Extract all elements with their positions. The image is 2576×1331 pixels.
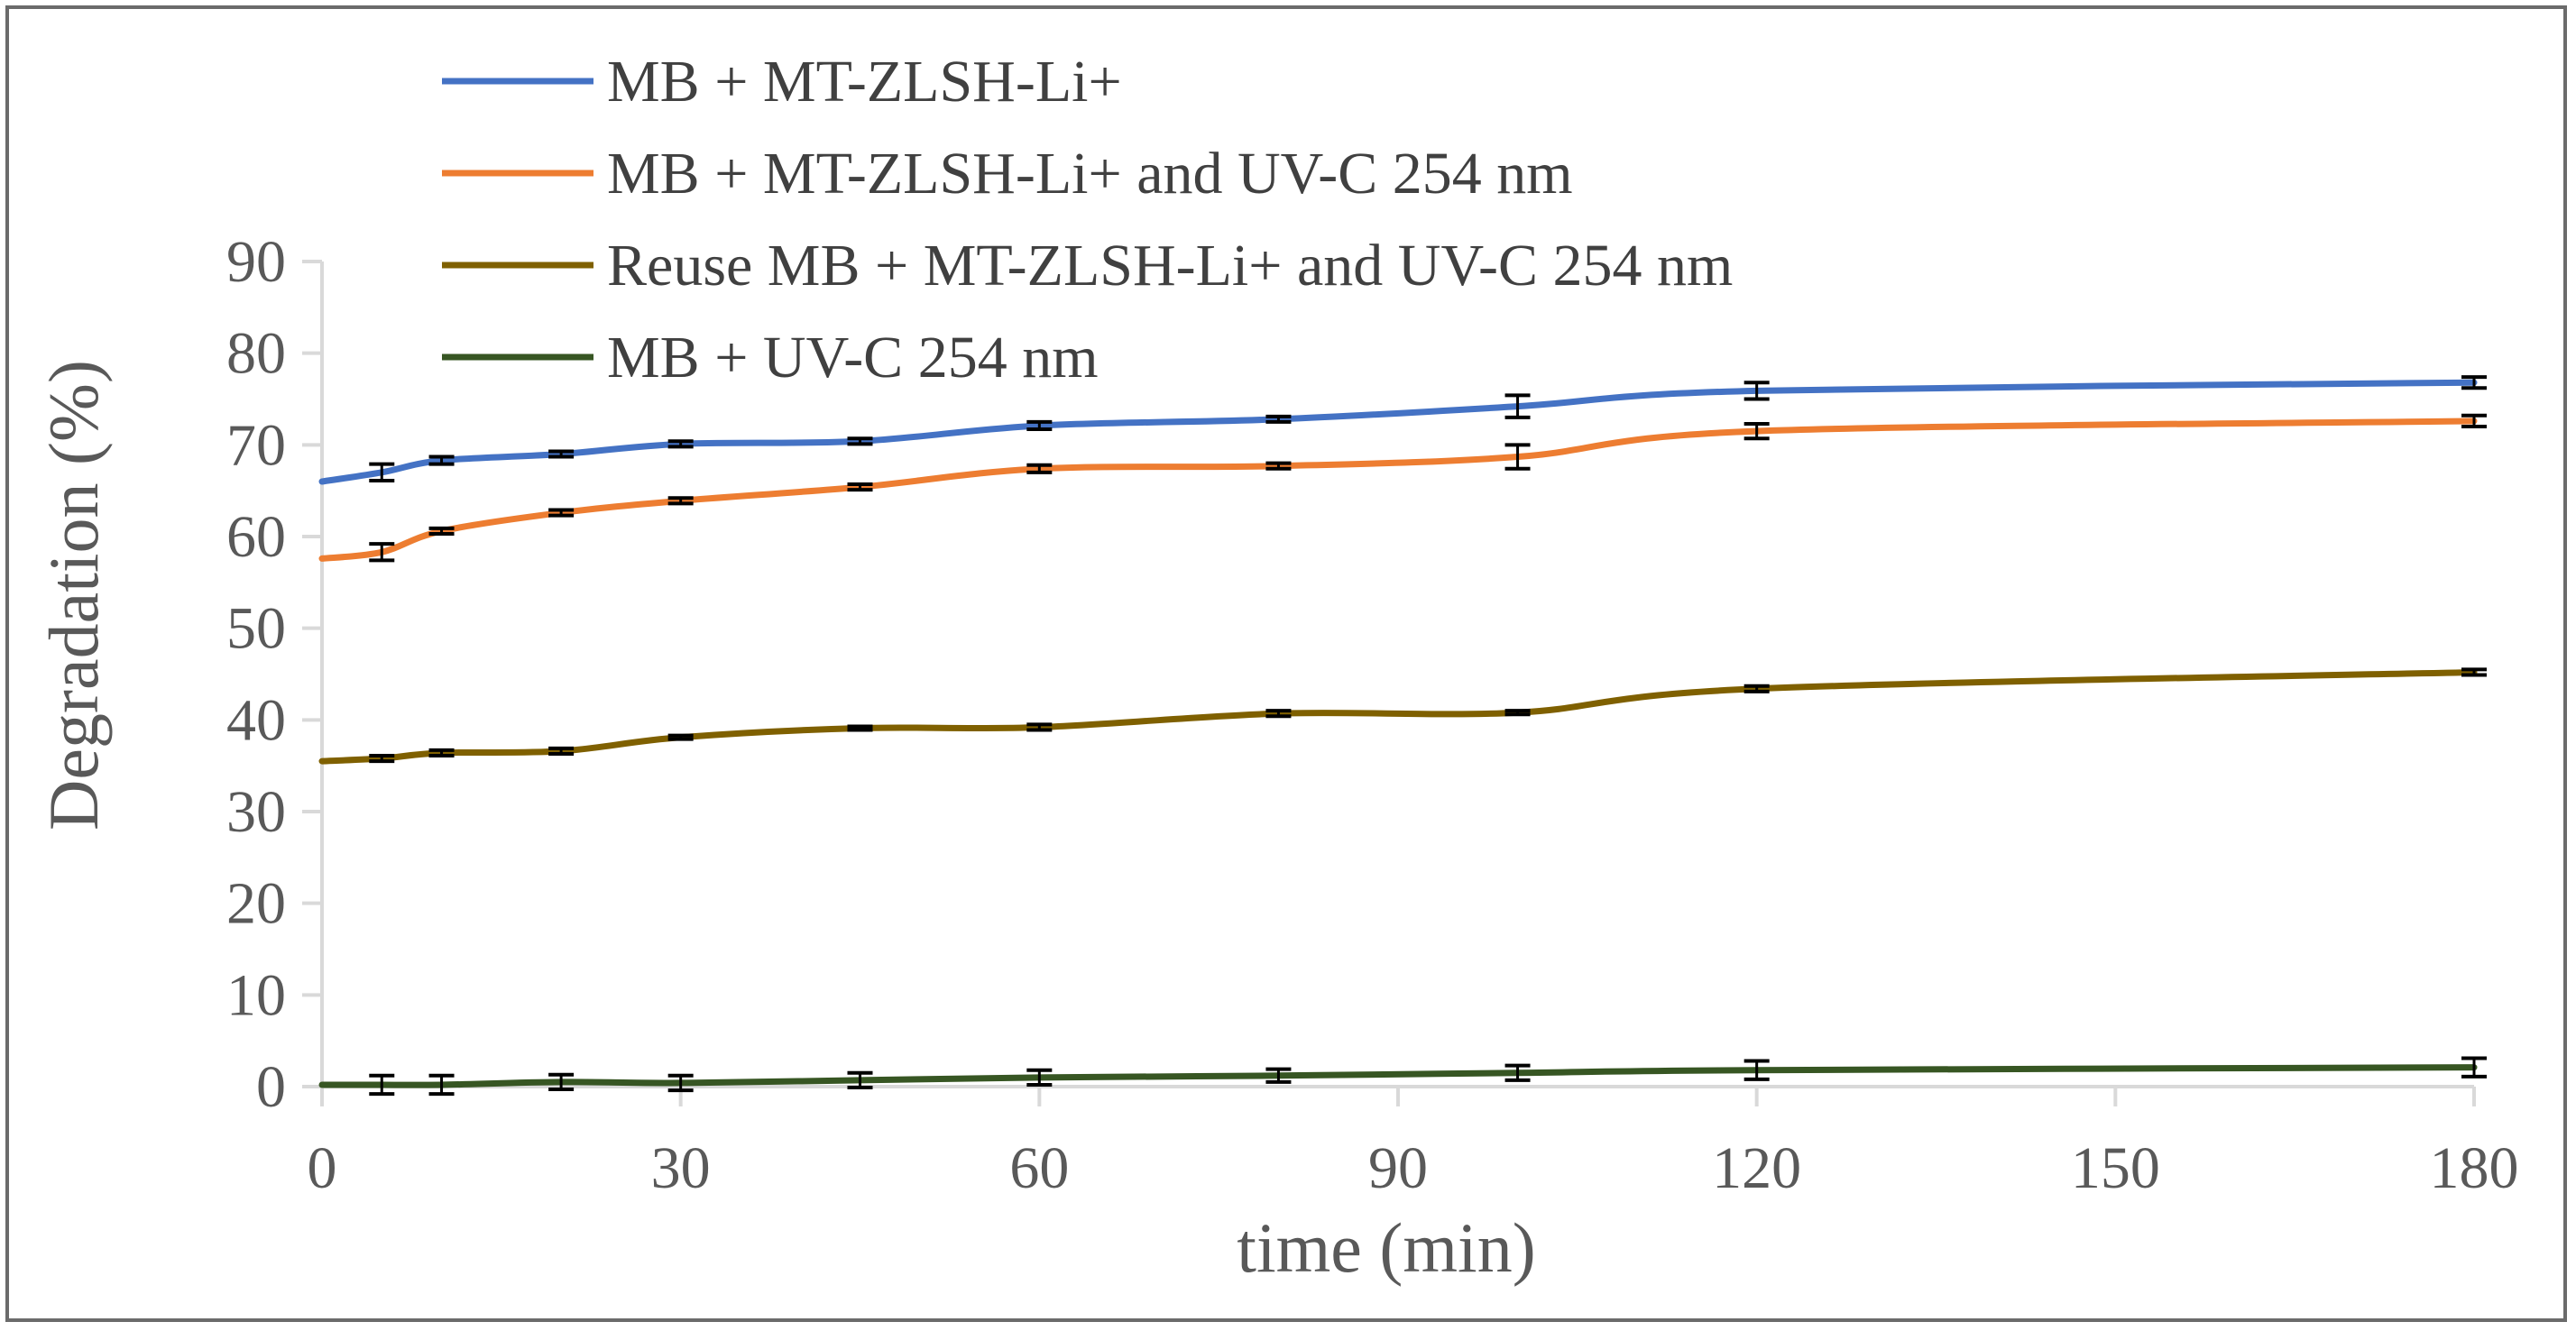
error-bar [548,508,575,518]
degradation-line-chart: 0 10 20 30 40 50 60 70 80 90 0 30 60 90 120 150 180 MB +… [34,49,2519,1287]
legend-item-1: MB + MT-ZLSH-Li+ [442,49,1122,115]
y-tick-label: 70 [226,412,286,478]
error-bar [847,482,873,492]
legend-item-3: Reuse MB + MT-ZLSH-Li+ and UV-C 254 nm [442,233,1733,298]
error-bar [2461,667,2487,677]
error-bar [667,733,694,741]
error-bars [369,375,2487,1097]
error-bar [369,542,395,563]
error-bar [847,724,873,732]
legend-label: MB + UV-C 254 nm [607,325,1099,390]
error-bar [548,1072,575,1092]
x-tick-label: 0 [308,1135,337,1201]
y-tick-label: 80 [226,321,286,387]
series-layer [318,379,2478,1088]
y-tick-label: 90 [226,229,286,295]
error-bar [667,1073,694,1093]
error-bar [667,439,694,449]
y-tick-label: 20 [226,871,286,937]
error-bar [1743,421,1770,441]
error-bar [1265,1067,1292,1084]
error-bar [369,753,395,764]
error-bar [847,1070,873,1090]
y-axis-title: Degradation (%) [34,360,113,831]
series-line-4 [318,1064,2478,1088]
chart-frame: 0 10 20 30 40 50 60 70 80 90 0 30 60 90 120 150 180 MB +… [5,5,2567,1322]
error-bar [1504,393,1531,419]
error-bar [1743,381,1770,401]
legend-label: MB + MT-ZLSH-Li+ and UV-C 254 nm [607,141,1573,207]
y-tick-label: 60 [226,504,286,570]
error-bar [428,526,455,536]
x-tick-label: 180 [2430,1135,2519,1201]
error-bar [2461,413,2487,428]
error-bar [667,496,694,506]
error-bar [2461,375,2487,390]
series-line-1 [318,379,2478,485]
error-bar [428,1073,455,1097]
legend-label: Reuse MB + MT-ZLSH-Li+ and UV-C 254 nm [607,233,1733,298]
error-bar [1265,709,1292,719]
x-tick-label: 90 [1368,1135,1428,1201]
y-tick-label: 50 [226,596,286,662]
error-bar [548,746,575,756]
error-bar [428,748,455,757]
error-bar [1026,1068,1053,1087]
y-tick-label: 30 [226,779,286,845]
error-bar [1026,419,1053,432]
error-bar [548,449,575,459]
y-tick-label: 40 [226,687,286,753]
x-axis-title: time (min) [1237,1208,1535,1287]
y-tick-label: 10 [226,962,286,1028]
error-bar [1265,414,1292,424]
error-bar [1504,709,1531,717]
legend-item-2: MB + MT-ZLSH-Li+ and UV-C 254 nm [442,141,1573,207]
error-bar [1026,463,1053,474]
legend-item-4: MB + UV-C 254 nm [442,325,1099,390]
error-bar [2461,1056,2487,1079]
x-tick-label: 30 [651,1135,711,1201]
error-bar [369,1073,395,1097]
error-bar [369,462,395,482]
x-tick-label: 120 [1712,1135,1801,1201]
error-bar [1504,443,1531,471]
error-bar [1743,684,1770,693]
series-line-3 [318,668,2478,765]
error-bar [847,436,873,446]
error-bar [1743,1059,1770,1081]
series-line-2 [318,418,2478,562]
error-bar [428,454,455,466]
legend-label: MB + MT-ZLSH-Li+ [607,49,1122,115]
error-bar [1504,1063,1531,1082]
legend: MB + MT-ZLSH-Li+ MB + MT-ZLSH-Li+ and UV-… [442,49,1733,390]
x-tick-label: 150 [2071,1135,2160,1201]
error-bar [1265,461,1292,471]
y-tick-label: 0 [256,1054,286,1120]
x-tick-label: 60 [1009,1135,1069,1201]
error-bar [1026,722,1053,732]
axes: 0 10 20 30 40 50 60 70 80 90 0 30 60 90 120 150 180 [226,229,2519,1201]
